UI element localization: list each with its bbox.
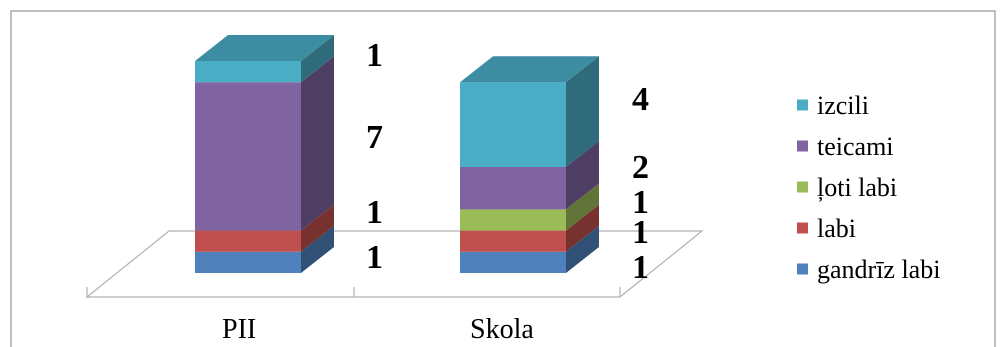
legend-label-labi: labi bbox=[817, 214, 856, 243]
legend-label-teicami: teicami bbox=[817, 132, 894, 161]
legend-swatch-izcili bbox=[797, 99, 808, 111]
bar-pii-izcili-top bbox=[195, 35, 334, 61]
bar-skola-teicami-side bbox=[566, 141, 599, 210]
bar-skola-labi-front bbox=[460, 230, 566, 252]
bar-pii-labi-side bbox=[301, 204, 334, 252]
bar-skola-teicami-front bbox=[460, 167, 566, 210]
legend-swatch-gandriz-labi bbox=[797, 263, 808, 275]
bar-pii-gandriz-labi-front bbox=[195, 251, 301, 273]
data-label-skola-izcili: 4 bbox=[632, 81, 649, 118]
bar-skola-labi-side bbox=[566, 204, 599, 252]
bar-skola-izcili-top bbox=[460, 56, 599, 83]
category-label-pii: PII bbox=[222, 314, 256, 345]
bar-skola-loti-labi-side bbox=[566, 183, 599, 231]
data-label-skola-teicami: 2 bbox=[632, 149, 649, 186]
data-label-skola-loti-labi: 1 bbox=[632, 184, 649, 221]
legend-label-izcili: izcili bbox=[817, 91, 869, 120]
data-label-pii-gandriz-labi: 1 bbox=[366, 239, 383, 276]
bar-pii-teicami-front bbox=[195, 82, 301, 231]
bar-pii-gandriz-labi-side bbox=[301, 225, 334, 273]
bar-pii-teicami-side bbox=[301, 56, 334, 231]
bar-pii-izcili-side bbox=[301, 35, 334, 83]
data-label-skola-labi: 1 bbox=[632, 214, 649, 251]
bar-skola-gandriz-labi-side bbox=[566, 225, 599, 273]
bar-pii-izcili-front bbox=[195, 61, 301, 83]
bar-skola-loti-labi-front bbox=[460, 209, 566, 231]
data-label-pii-teicami: 7 bbox=[366, 119, 383, 156]
bar-pii-labi-front bbox=[195, 230, 301, 252]
category-label-skola: Skola bbox=[470, 314, 534, 345]
legend-swatch-teicami bbox=[797, 140, 808, 152]
data-label-skola-gandriz-labi: 1 bbox=[632, 249, 649, 286]
bar-skola-izcili-side bbox=[566, 56, 599, 168]
data-label-pii-labi: 1 bbox=[366, 194, 383, 231]
plot-area-border bbox=[10, 10, 996, 347]
data-label-pii-izcili: 1 bbox=[366, 37, 383, 74]
legend-label-gandriz-labi: gandrīz labi bbox=[817, 255, 940, 284]
bar-skola-gandriz-labi-front bbox=[460, 251, 566, 273]
legend-label-loti-labi: ļoti labi bbox=[817, 173, 897, 202]
chart-floor bbox=[85, 230, 704, 298]
bar-skola-izcili-front bbox=[460, 82, 566, 167]
legend-swatch-loti-labi bbox=[797, 181, 808, 193]
legend-swatch-labi bbox=[797, 222, 808, 234]
